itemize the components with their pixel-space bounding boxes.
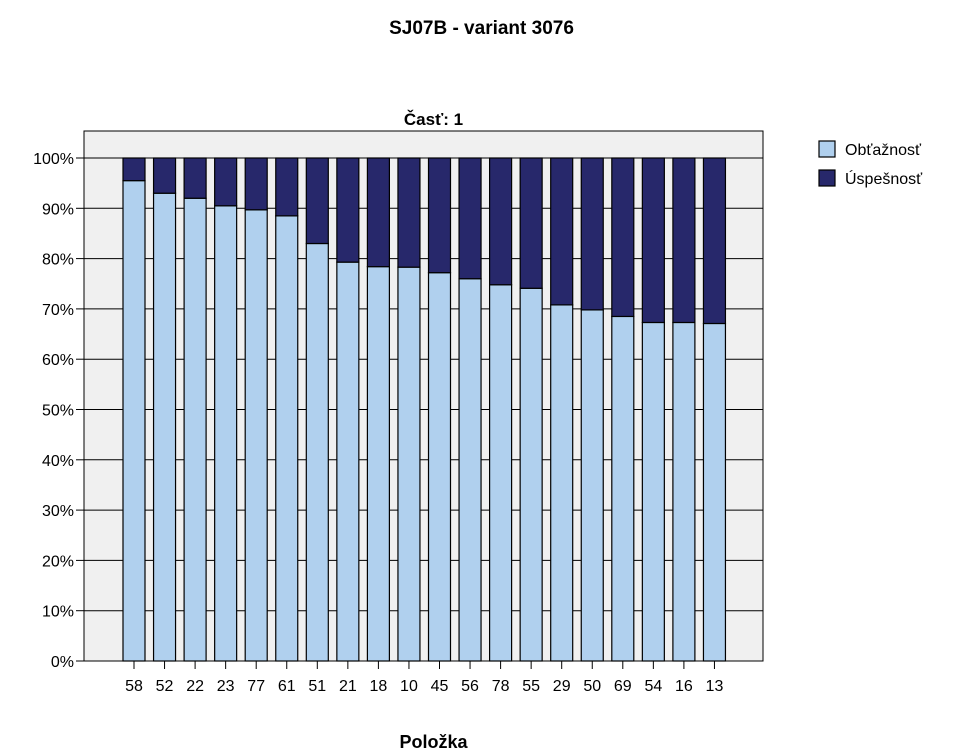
bar-segment-uspesnost [702,157,727,325]
bar-segment-uspesnost [641,157,665,324]
x-tick-label: 51 [308,678,326,695]
bar-segment-obtaznost [672,321,696,662]
bar-segment-obtaznost [214,205,238,662]
x-tick-label: 29 [553,678,571,695]
bar-segment-uspesnost [183,157,207,199]
x-tick-label: 55 [522,678,540,695]
x-axis-title: Položka [399,732,468,751]
bars [122,157,727,662]
legend: Obťažnosť Úspešnosť [818,140,923,188]
x-tick-label: 16 [675,678,693,695]
bar-segment-obtaznost [366,266,390,662]
legend-label: Úspešnosť [845,169,923,188]
bar-segment-uspesnost [336,157,360,263]
y-tick-label: 80% [42,252,74,269]
bar-segment-obtaznost [611,315,635,662]
bar-segment-obtaznost [397,266,421,662]
y-tick-label: 100% [33,151,74,168]
x-tick-label: 22 [186,678,204,695]
bar-segment-uspesnost [580,157,604,311]
bar-segment-obtaznost [275,215,299,662]
y-tick-label: 20% [42,553,74,570]
bar-segment-obtaznost [458,278,482,662]
legend-swatch [818,169,836,187]
x-tick-label: 21 [339,678,357,695]
bar-segment-obtaznost [152,192,177,662]
bar-segment-uspesnost [519,157,543,289]
x-tick-label: 52 [156,678,174,695]
y-tick-label: 60% [42,352,74,369]
bar-segment-obtaznost [489,284,513,662]
x-tick-label: 18 [370,678,388,695]
bar-segment-uspesnost [214,157,238,207]
legend-label: Obťažnosť [845,142,922,159]
y-tick-label: 90% [42,201,74,218]
y-tick-label: 10% [42,604,74,621]
x-tick-label: 77 [247,678,265,695]
x-tick-label: 23 [217,678,235,695]
bar-segment-uspesnost [366,157,390,268]
x-tick-label: 69 [614,678,632,695]
bar-segment-obtaznost [244,209,268,662]
x-tick-label: 54 [644,678,662,695]
legend-swatch [818,140,836,158]
bar-segment-obtaznost [305,242,329,662]
bar-segment-uspesnost [427,157,452,274]
x-tick-label: 45 [431,678,449,695]
bar-segment-uspesnost [550,157,574,306]
x-tick-label: 50 [583,678,601,695]
x-tick-label: 58 [125,678,143,695]
bar-segment-uspesnost [305,157,329,245]
chart-title: SJ07B - variant 3076 [389,18,574,39]
x-tick-label: 61 [278,678,296,695]
y-tick-label: 70% [42,302,74,319]
bar-segment-obtaznost [183,197,207,662]
bar-segment-uspesnost [672,157,696,324]
bar-segment-uspesnost [489,157,513,286]
bar-segment-uspesnost [244,157,268,211]
bar-segment-obtaznost [519,287,543,662]
x-tick-label: 56 [461,678,479,695]
panel-label: Časť: 1 [404,110,463,129]
axes: 0% 10% 20% 30% 40% 50% 60% 70% 80% 90% 100% 58 52 22 2… [33,151,763,695]
x-tick-label: 78 [492,678,510,695]
x-tick-label: 10 [400,678,418,695]
bar-segment-uspesnost [458,157,482,280]
bar-segment-obtaznost [550,304,574,662]
bar-segment-uspesnost [152,157,177,194]
bar-segment-uspesnost [611,157,635,318]
x-tick-label: 13 [706,678,724,695]
bar-segment-obtaznost [122,180,146,662]
bar-segment-obtaznost [580,309,604,662]
y-tick-label: 50% [42,403,74,420]
bar-segment-uspesnost [397,157,421,268]
bar-segment-uspesnost [275,157,299,217]
y-tick-label: 30% [42,503,74,520]
y-tick-label: 0% [51,654,74,671]
bar-segment-obtaznost [427,272,452,662]
bar-segment-obtaznost [641,321,665,662]
bar-segment-obtaznost [336,261,360,662]
bar-segment-obtaznost [702,322,727,662]
bar-segment-uspesnost [122,157,146,182]
y-tick-label: 40% [42,453,74,470]
